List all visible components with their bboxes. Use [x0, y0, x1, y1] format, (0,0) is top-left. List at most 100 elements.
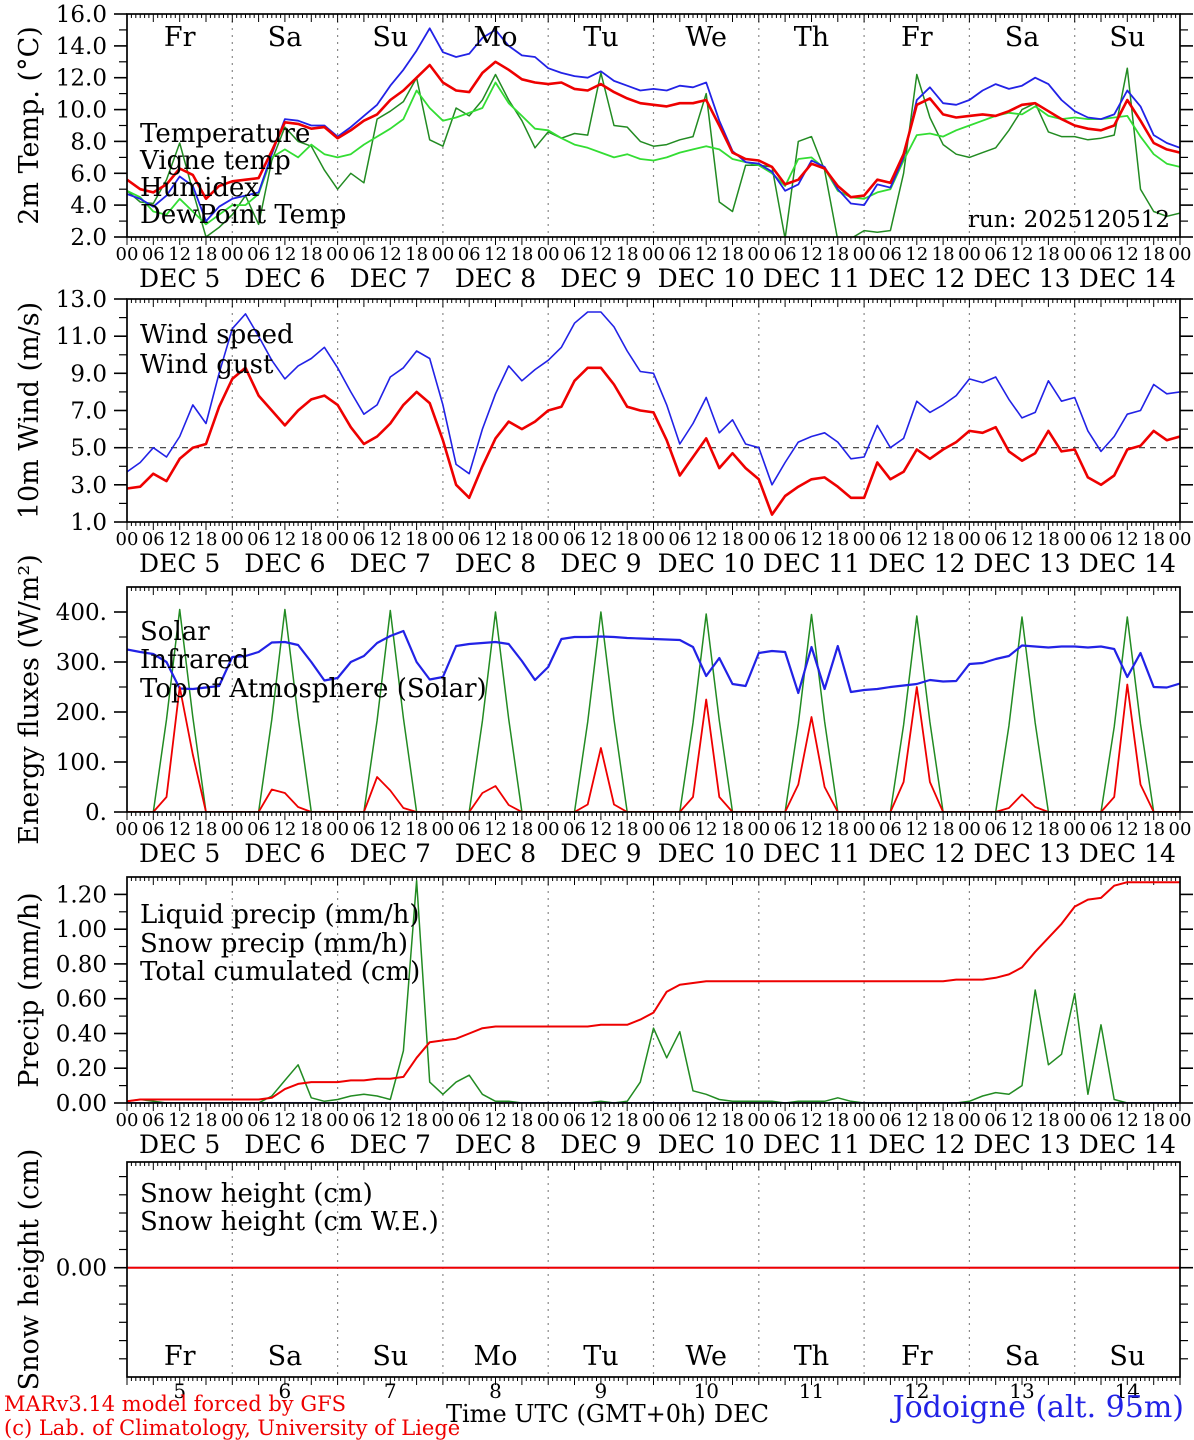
hour-tick-label: 18 — [932, 529, 955, 550]
hour-tick-label: 06 — [142, 529, 165, 550]
day-number-label: 7 — [384, 1379, 397, 1403]
y-tick-label: 8.0 — [70, 129, 107, 155]
date-label: DEC 5 — [139, 1130, 220, 1159]
hour-tick-label: 18 — [195, 529, 218, 550]
hour-tick-label: 12 — [905, 1110, 928, 1131]
hour-tick-label: 06 — [563, 1110, 586, 1131]
hour-tick-label: 18 — [826, 819, 849, 840]
y-tick-label: 16.0 — [56, 2, 107, 28]
day-number-label: 13 — [1009, 1379, 1034, 1403]
hour-tick-label: 06 — [774, 819, 797, 840]
series-solar — [127, 683, 1180, 812]
hour-tick-label: 12 — [1011, 1110, 1034, 1131]
weekday-label: Fr — [164, 1341, 196, 1372]
hour-tick-label: 12 — [379, 819, 402, 840]
series-vigne-temp — [127, 67, 1180, 237]
hour-tick-label: 12 — [1116, 529, 1139, 550]
weekday-label: Tu — [583, 22, 618, 53]
series-total-cumulated — [127, 881, 1180, 1103]
panel-snow-panel: 0.00 5 6 7 8 9 10 11 12 13 14 Fr Sa Su Mo Tu We Th Fr Sa Su S… — [14, 1149, 1193, 1403]
panel-energy-panel: 0.100.200.300.400.00 06 12 18 00 06 12 18 00 06 12… — [14, 554, 1193, 868]
hour-tick-label: 00 — [326, 819, 349, 840]
legend-temperature-panel-1: Vigne temp — [139, 146, 291, 176]
credit-line-2: (c) Lab. of Climatology, University of L… — [4, 1416, 461, 1440]
model-credits: MARv3.14 model forced by GFS (c) Lab. of… — [4, 1392, 460, 1440]
time-utc-label: Time UTC (GMT+0h) — [446, 1400, 706, 1428]
hour-tick-label: 18 — [826, 529, 849, 550]
hour-tick-label: 12 — [484, 1110, 507, 1131]
y-axis-title: Precip (mm/h) — [14, 892, 45, 1087]
date-label: DEC 6 — [244, 839, 325, 868]
hour-tick-label: 06 — [1090, 244, 1113, 265]
hour-tick-label: 18 — [721, 1110, 744, 1131]
panel-frame — [126, 876, 1181, 1104]
hour-tick-label: 06 — [774, 529, 797, 550]
day-number-label: 8 — [489, 1379, 502, 1403]
legend-energy-panel-2: Top of Atmosphere (Solar) — [140, 674, 487, 704]
hour-tick-label: 00 — [1169, 244, 1192, 265]
weekday-label: We — [685, 22, 727, 53]
y-tick-label: 14.0 — [56, 34, 107, 60]
y-tick-label: 10.0 — [56, 98, 107, 124]
hour-tick-label: 00 — [221, 529, 244, 550]
hour-tick-label: 12 — [800, 1110, 823, 1131]
hour-tick-label: 18 — [1037, 1110, 1060, 1131]
date-label: DEC 13 — [973, 549, 1070, 578]
day-number-label: 14 — [1115, 1379, 1140, 1403]
weekday-label: Mo — [474, 22, 518, 53]
hour-tick-label: 06 — [142, 244, 165, 265]
legend-energy-panel-0: Solar — [140, 617, 210, 647]
panel-frame — [126, 298, 1181, 523]
hour-tick-label: 06 — [668, 244, 691, 265]
legend-temperature-panel-2: Humidex — [140, 173, 259, 203]
hour-tick-label: 12 — [1116, 1110, 1139, 1131]
legend-temperature-panel-0: Temperature — [140, 119, 310, 149]
hour-tick-label: 12 — [800, 244, 823, 265]
hour-tick-label: 00 — [642, 244, 665, 265]
hour-tick-label: 12 — [273, 819, 296, 840]
date-label: DEC 11 — [763, 549, 860, 578]
date-label: DEC 12 — [868, 549, 965, 578]
hour-tick-label: 12 — [1116, 244, 1139, 265]
y-tick-label: 3.0 — [70, 473, 107, 499]
legend-precip-panel-2: Total cumulated (cm) — [140, 957, 420, 987]
weekday-label: Sa — [268, 1341, 303, 1372]
legend-precip-panel-0: Liquid precip (mm/h) — [140, 900, 420, 930]
weekday-label: Sa — [1005, 1341, 1040, 1372]
y-tick-label: 12.0 — [56, 66, 107, 92]
y-tick-label: 1.20 — [56, 882, 107, 908]
hour-tick-label: 06 — [458, 244, 481, 265]
y-tick-label: 0.00 — [56, 1091, 107, 1117]
hour-tick-label: 18 — [616, 819, 639, 840]
hour-tick-label: 12 — [273, 1110, 296, 1131]
hour-tick-label: 18 — [405, 244, 428, 265]
hour-tick-label: 06 — [247, 1110, 270, 1131]
hour-tick-label: 18 — [932, 1110, 955, 1131]
y-tick-label: 0.40 — [56, 1022, 107, 1048]
day-number-label: 10 — [693, 1379, 718, 1403]
hour-tick-label: 00 — [116, 244, 139, 265]
hour-tick-label: 00 — [221, 819, 244, 840]
hour-tick-label: 00 — [1169, 529, 1192, 550]
day-number-label: 11 — [799, 1379, 824, 1403]
hour-tick-label: 06 — [247, 529, 270, 550]
hour-tick-label: 18 — [405, 529, 428, 550]
hour-tick-label: 18 — [721, 819, 744, 840]
hour-tick-label: 00 — [1063, 529, 1086, 550]
date-label: DEC 7 — [350, 839, 431, 868]
series-temperature — [127, 60, 1180, 201]
hour-tick-label: 12 — [168, 819, 191, 840]
hour-tick-label: 00 — [853, 1110, 876, 1131]
date-label: DEC 5 — [139, 839, 220, 868]
hour-tick-label: 12 — [695, 819, 718, 840]
credit-line-1: MARv3.14 model forced by GFS — [4, 1392, 347, 1416]
hour-tick-label: 18 — [300, 244, 323, 265]
hour-tick-label: 06 — [668, 819, 691, 840]
weekday-label: Th — [794, 22, 829, 53]
hour-tick-label: 18 — [1142, 819, 1165, 840]
hour-tick-label: 18 — [1037, 529, 1060, 550]
hour-tick-label: 00 — [642, 529, 665, 550]
hour-tick-label: 18 — [826, 244, 849, 265]
